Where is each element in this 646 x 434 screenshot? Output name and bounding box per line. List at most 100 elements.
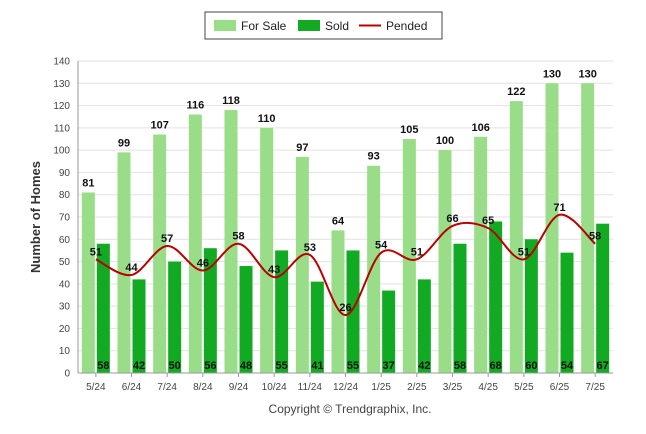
data-label-pended: 26 bbox=[339, 302, 351, 314]
data-label-for-sale: 106 bbox=[471, 122, 489, 134]
bar-sold bbox=[560, 252, 574, 373]
data-label-sold: 58 bbox=[97, 360, 109, 372]
x-tick-label: 3/25 bbox=[443, 382, 463, 393]
data-labels: 81 58 99 42 107 50 116 56 118 48 110 55 97 41 64 55 93 37… bbox=[82, 68, 609, 372]
bar-for-sale bbox=[331, 230, 345, 373]
y-tick-label: 70 bbox=[59, 213, 71, 224]
data-label-for-sale: 97 bbox=[296, 142, 308, 154]
data-label-sold: 42 bbox=[133, 360, 145, 372]
bar-for-sale bbox=[545, 83, 559, 374]
y-axis-label: Number of Homes bbox=[28, 161, 43, 273]
bar-sold bbox=[524, 239, 538, 373]
bar-for-sale bbox=[295, 156, 309, 373]
data-label-pended: 71 bbox=[553, 202, 565, 214]
x-tick-label: 12/24 bbox=[333, 382, 358, 393]
bar-for-sale bbox=[402, 139, 416, 373]
data-label-sold: 58 bbox=[454, 360, 466, 372]
data-label-sold: 54 bbox=[561, 360, 574, 372]
data-label-sold: 41 bbox=[311, 360, 323, 372]
data-label-pended: 46 bbox=[197, 257, 209, 269]
data-label-pended: 51 bbox=[518, 246, 530, 258]
bar-for-sale bbox=[260, 127, 274, 373]
legend: For Sale Sold Pended bbox=[204, 11, 443, 40]
x-tick-label: 7/25 bbox=[585, 382, 605, 393]
x-tick-label: 7/24 bbox=[157, 382, 177, 393]
x-tick-label: 6/25 bbox=[550, 382, 570, 393]
bar-sold bbox=[96, 243, 110, 373]
bar-sold bbox=[417, 279, 431, 373]
y-tick-label: 30 bbox=[59, 302, 71, 313]
data-label-for-sale: 64 bbox=[332, 215, 345, 227]
bars bbox=[81, 83, 610, 374]
data-label-sold: 42 bbox=[418, 360, 430, 372]
bar-sold bbox=[346, 250, 360, 373]
data-label-sold: 37 bbox=[383, 360, 395, 372]
y-tick-label: 110 bbox=[54, 123, 70, 134]
data-label-sold: 68 bbox=[490, 360, 502, 372]
y-tick-label: 0 bbox=[64, 369, 70, 380]
bar-sold bbox=[453, 243, 467, 373]
data-label-sold: 55 bbox=[347, 360, 359, 372]
bar-sold bbox=[132, 279, 146, 373]
data-label-pended: 57 bbox=[161, 233, 173, 245]
y-tick-label: 50 bbox=[59, 257, 71, 268]
data-label-pended: 58 bbox=[589, 231, 601, 243]
data-label-pended: 53 bbox=[304, 242, 316, 254]
x-tick-label: 5/24 bbox=[86, 382, 106, 393]
bar-for-sale bbox=[188, 114, 202, 373]
data-label-sold: 48 bbox=[240, 360, 252, 372]
x-tick-label: 2/25 bbox=[407, 382, 427, 393]
data-label-pended: 43 bbox=[268, 264, 280, 276]
data-label-pended: 65 bbox=[482, 215, 494, 227]
data-label-pended: 54 bbox=[375, 240, 388, 252]
legend-label-for-sale: For Sale bbox=[241, 19, 287, 33]
data-label-for-sale: 81 bbox=[82, 177, 94, 189]
y-tick-label: 10 bbox=[59, 346, 71, 357]
legend-swatch-sold bbox=[298, 20, 320, 31]
bar-sold bbox=[203, 248, 217, 373]
data-label-for-sale: 93 bbox=[368, 151, 380, 163]
axes: 0 10 20 30 40 50 60 70 80 90 100 110 120 130 140 5/24 6/… bbox=[53, 57, 613, 393]
legend-label-sold: Sold bbox=[325, 19, 349, 33]
data-label-pended: 66 bbox=[446, 213, 458, 225]
data-label-for-sale: 110 bbox=[258, 113, 276, 125]
y-tick-label: 80 bbox=[59, 190, 71, 201]
y-tick-label: 40 bbox=[59, 279, 71, 290]
data-label-for-sale: 105 bbox=[400, 124, 418, 136]
bar-for-sale bbox=[438, 150, 452, 373]
data-label-for-sale: 100 bbox=[436, 135, 454, 147]
bar-for-sale bbox=[81, 192, 95, 373]
y-tick-label: 90 bbox=[59, 168, 71, 179]
bar-for-sale bbox=[117, 152, 131, 373]
y-tick-label: 120 bbox=[53, 101, 70, 112]
bar-for-sale bbox=[509, 101, 523, 373]
bar-for-sale bbox=[153, 134, 167, 373]
x-tick-label: 8/24 bbox=[193, 382, 213, 393]
bar-sold bbox=[596, 223, 610, 373]
legend-swatch-for-sale bbox=[214, 20, 236, 31]
data-label-pended: 51 bbox=[411, 246, 423, 258]
y-tick-label: 100 bbox=[53, 146, 70, 157]
data-label-for-sale: 118 bbox=[222, 95, 240, 107]
bar-sold bbox=[275, 250, 289, 373]
y-tick-label: 140 bbox=[53, 57, 70, 68]
bar-for-sale bbox=[581, 83, 595, 374]
bar-sold bbox=[489, 221, 503, 373]
data-label-sold: 60 bbox=[525, 360, 537, 372]
bar-for-sale bbox=[367, 165, 381, 373]
data-label-sold: 50 bbox=[169, 360, 181, 372]
x-tick-label: 9/24 bbox=[229, 382, 249, 393]
y-tick-label: 60 bbox=[59, 235, 71, 246]
legend-box bbox=[204, 11, 443, 40]
bar-sold bbox=[168, 261, 182, 373]
y-tick-label: 130 bbox=[53, 79, 70, 90]
grid bbox=[78, 60, 613, 352]
data-label-pended: 51 bbox=[90, 246, 102, 258]
data-label-for-sale: 130 bbox=[578, 68, 596, 80]
legend-label-pended: Pended bbox=[386, 19, 427, 33]
x-tick-label: 11/24 bbox=[298, 382, 323, 393]
bar-for-sale bbox=[474, 136, 488, 373]
x-tick-label: 4/25 bbox=[478, 382, 498, 393]
x-tick-label: 1/25 bbox=[371, 382, 391, 393]
x-tick-label: 5/25 bbox=[514, 382, 534, 393]
